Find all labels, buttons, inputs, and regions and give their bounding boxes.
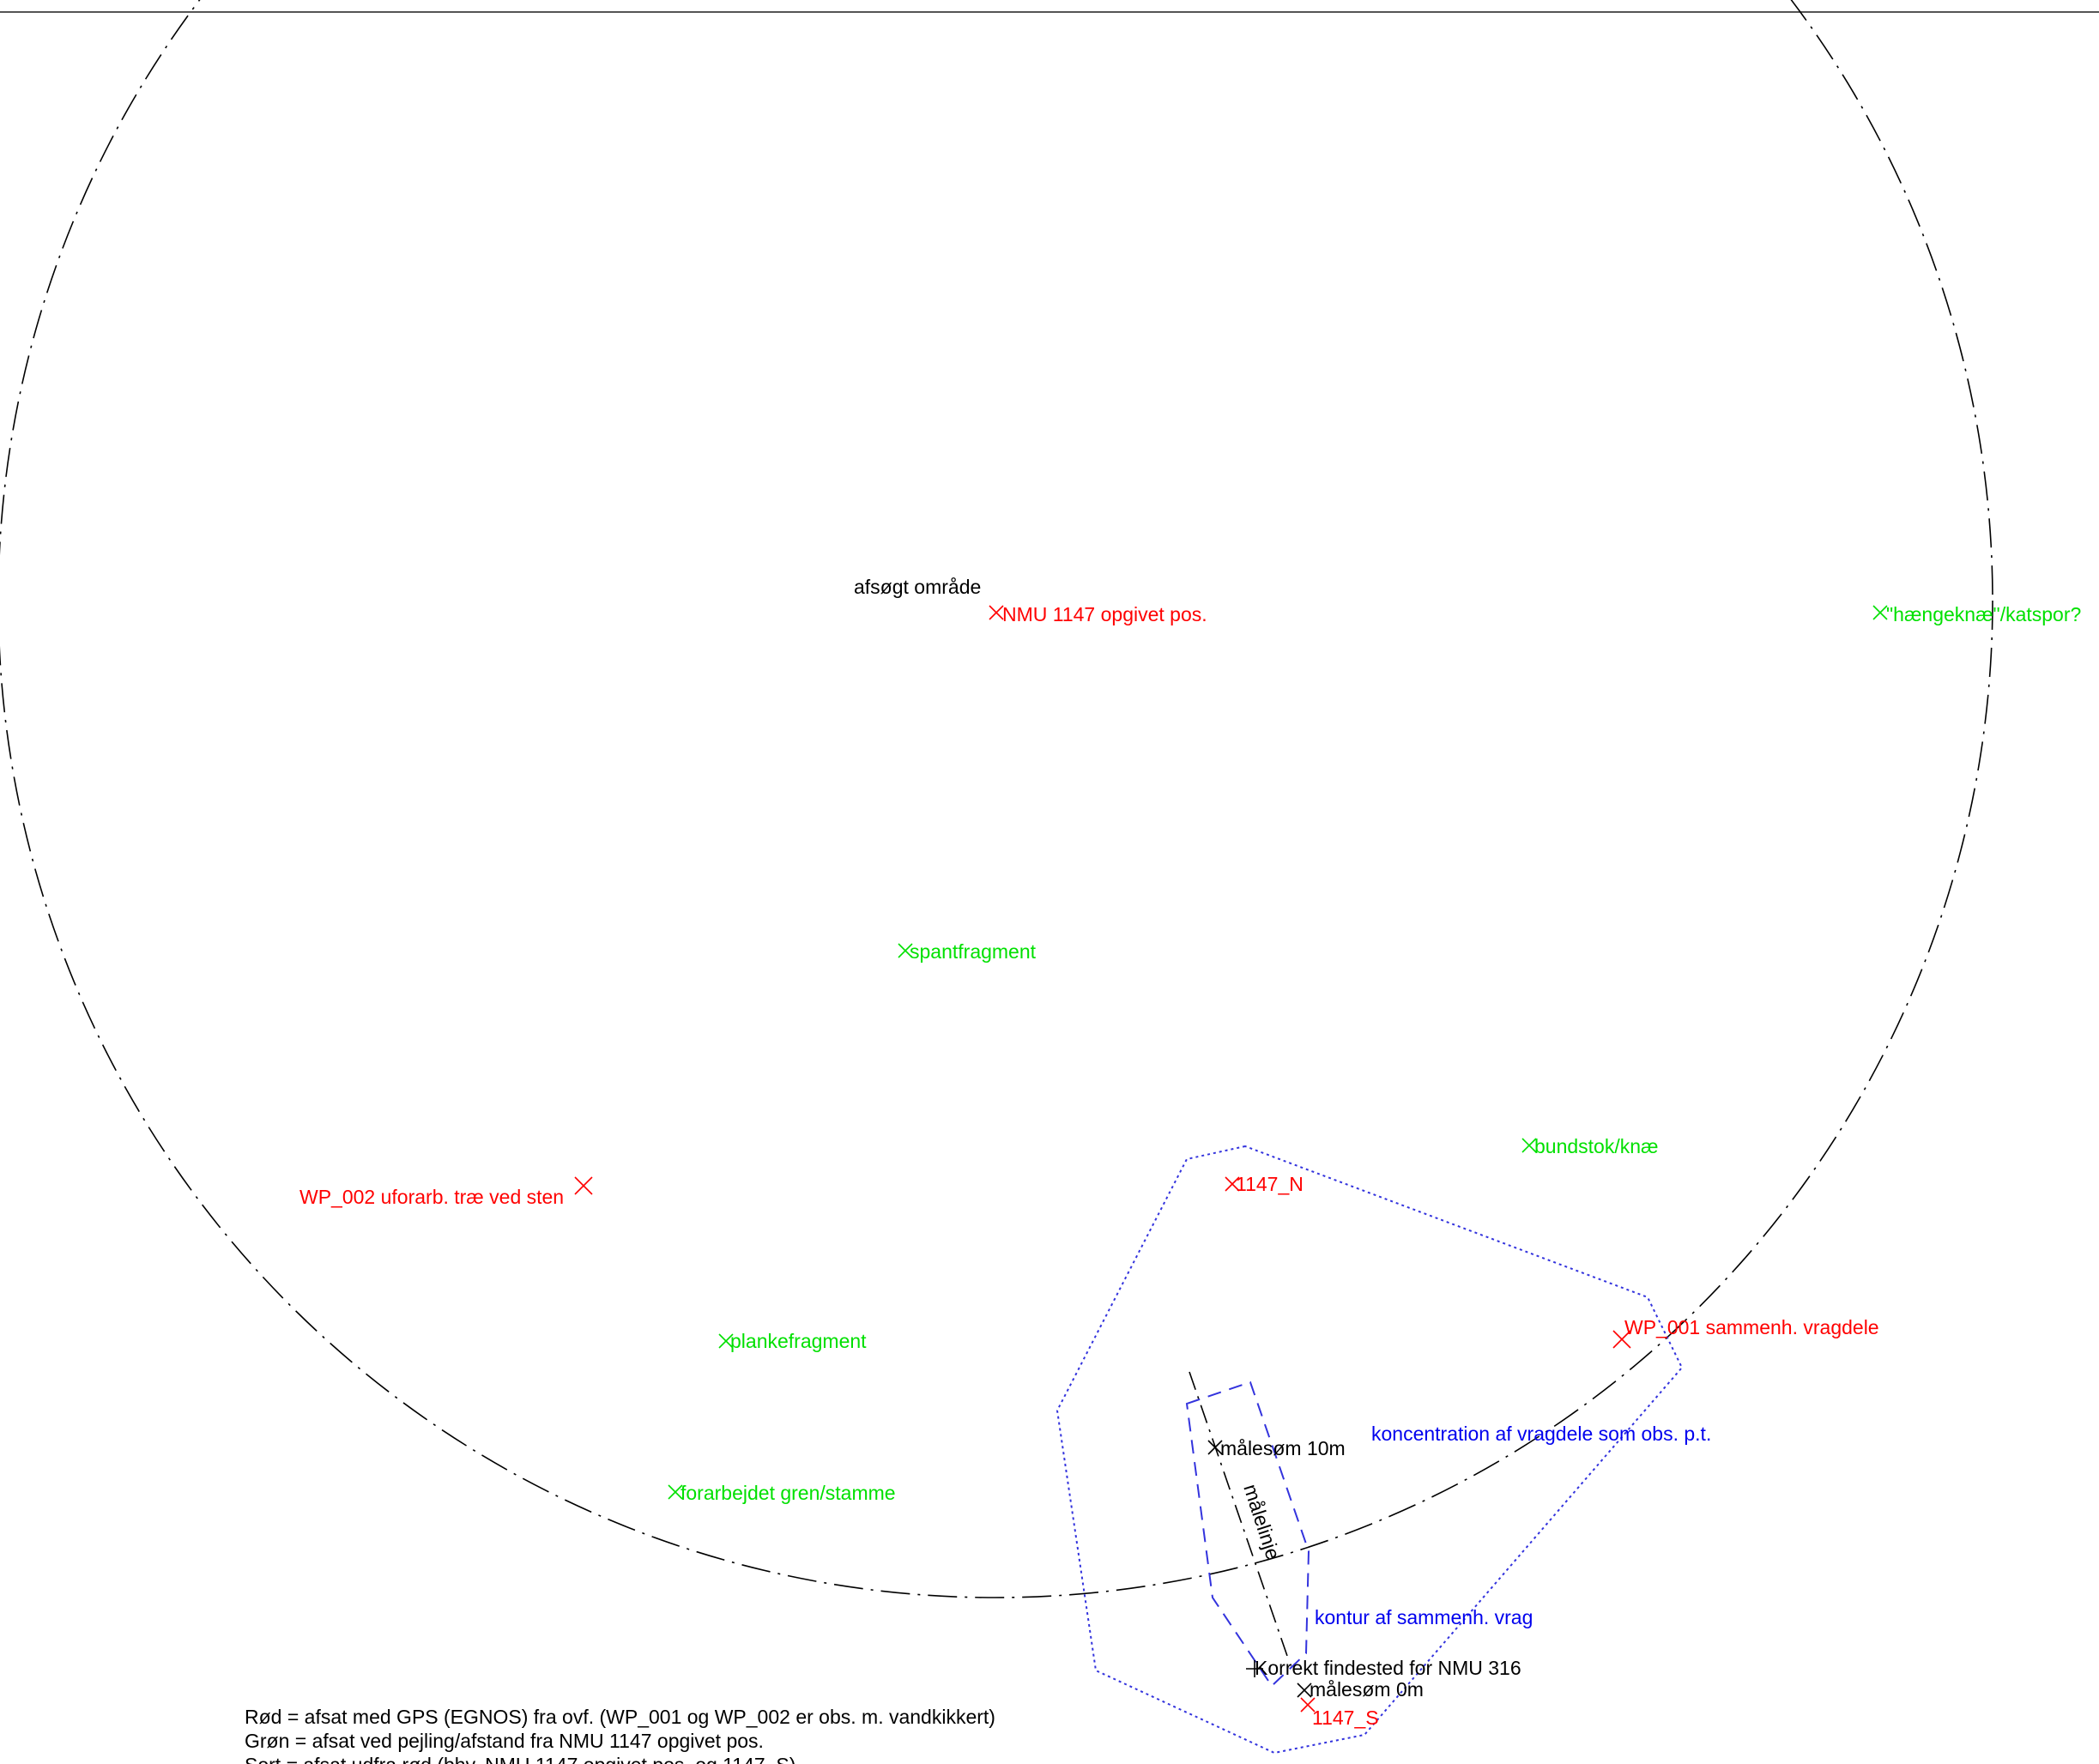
label-1147s: 1147_S xyxy=(1312,1707,1379,1729)
label-korrekt: Korrekt findested for NMU 316 xyxy=(1255,1657,1521,1679)
label-malesom0: målesøm 0m xyxy=(1310,1678,1424,1701)
label-searched-area: afsøgt område xyxy=(854,576,981,598)
label-nmu1147-given: NMU 1147 opgivet pos. xyxy=(1002,603,1207,625)
measuring-line xyxy=(1189,1371,1288,1657)
marker-1147n-icon xyxy=(1225,1176,1240,1192)
marker-wp001-icon xyxy=(1612,1330,1631,1349)
marker-forarbejdet-icon xyxy=(668,1484,683,1500)
label-spantfragment: spantfragment xyxy=(910,940,1037,963)
marker-spantfragment-icon xyxy=(898,943,913,958)
label-haengeknae: "hængeknæ"/katspor? xyxy=(1886,603,2081,625)
legend-line-gps: Rød = afsat med GPS (EGNOS) fra ovf. (WP… xyxy=(245,1706,995,1728)
marker-nmu1147-icon xyxy=(989,605,1004,620)
marker-1147s-icon xyxy=(1300,1697,1316,1713)
label-1147n: 1147_N xyxy=(1236,1173,1304,1195)
legend-line-derived: Sort = afsat udfra rød (bhv. NMU 1147 op… xyxy=(245,1754,795,1764)
marker-malesom0-icon xyxy=(1297,1682,1312,1698)
legend-line-bearing: Grøn = afsat ved pejling/afstand fra NMU… xyxy=(245,1730,764,1752)
marker-plankefragment-icon xyxy=(718,1333,734,1349)
searched-area-circle xyxy=(0,0,1993,1598)
marker-korrekt-icon xyxy=(1246,1660,1263,1677)
wreck-contour-polygon xyxy=(1056,1145,1684,1755)
label-wp001: WP_001 sammenh. vragdele xyxy=(1624,1316,1879,1338)
label-wp002: WP_002 uforarb. træ ved sten xyxy=(299,1186,564,1208)
marker-haengeknae-icon xyxy=(1872,605,1888,620)
label-forarbejdet: forarbejdet gren/stamme xyxy=(681,1482,896,1504)
label-concentration: koncentration af vragdele som obs. p.t. xyxy=(1371,1423,1711,1445)
label-malesom10: målesøm 10m xyxy=(1220,1437,1346,1459)
marker-malesom10-icon xyxy=(1207,1440,1223,1455)
label-plankefragment: plankefragment xyxy=(730,1330,867,1352)
marker-bundstok-icon xyxy=(1521,1138,1537,1153)
label-bundstok: bundstok/knæ xyxy=(1534,1135,1658,1157)
concentration-area-polygon xyxy=(1185,1380,1310,1688)
label-kontur: kontur af sammenh. vrag xyxy=(1315,1606,1533,1628)
marker-wp002-icon xyxy=(574,1176,593,1195)
